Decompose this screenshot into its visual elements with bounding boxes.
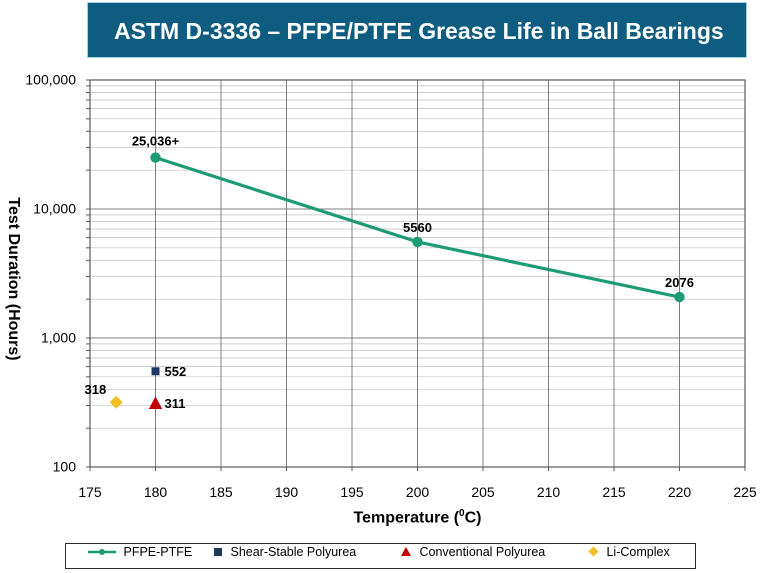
svg-text:180: 180 (144, 484, 168, 500)
svg-text:210: 210 (537, 484, 561, 500)
svg-text:5560: 5560 (403, 220, 432, 235)
svg-text:175: 175 (78, 484, 102, 500)
svg-text:195: 195 (340, 484, 364, 500)
svg-text:185: 185 (209, 484, 233, 500)
svg-text:25,036+: 25,036+ (132, 134, 180, 149)
svg-text:10,000: 10,000 (33, 201, 76, 217)
svg-text:2076: 2076 (665, 275, 694, 290)
svg-text:215: 215 (602, 484, 626, 500)
svg-text:190: 190 (275, 484, 299, 500)
svg-text:100: 100 (53, 459, 77, 475)
svg-text:205: 205 (471, 484, 495, 500)
svg-text:100,000: 100,000 (25, 72, 76, 88)
svg-text:200: 200 (406, 484, 430, 500)
svg-text:552: 552 (165, 364, 187, 379)
svg-text:311: 311 (165, 396, 186, 411)
svg-text:225: 225 (733, 484, 757, 500)
svg-text:1,000: 1,000 (41, 330, 76, 346)
svg-text:220: 220 (668, 484, 692, 500)
svg-text:318: 318 (84, 382, 106, 397)
